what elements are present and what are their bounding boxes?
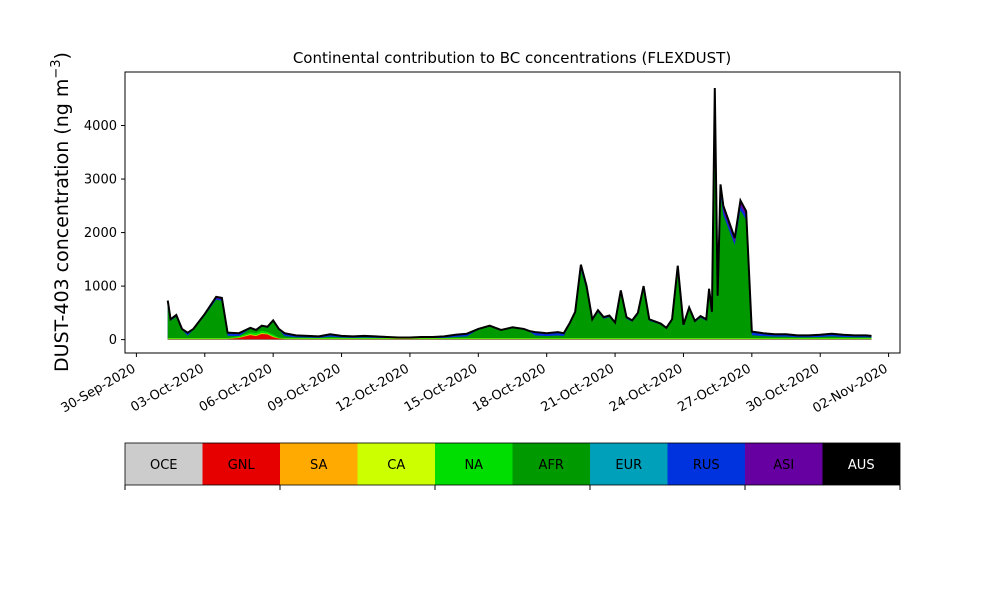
legend-label-gnl: GNL — [228, 458, 256, 473]
y-axis-label-close: ) — [51, 52, 73, 59]
legend-swatch-aus — [822, 443, 900, 485]
series-area-rus — [167, 98, 872, 340]
series-line-total — [166, 88, 872, 339]
legend-swatch-rus — [667, 443, 745, 485]
legend-swatch-gnl — [202, 443, 280, 485]
y-tick-label: 4000 — [84, 119, 117, 134]
legend-swatch-eur — [590, 443, 668, 485]
series-area-gnl — [167, 333, 872, 340]
y-tick-label: 1000 — [84, 280, 117, 295]
y-axis-label: DUST-403 concentration (ng m−3) — [49, 52, 73, 372]
x-tick-label: 06-Oct-2020 — [197, 361, 275, 415]
y-axis-label-main: DUST-403 concentration (ng m — [51, 79, 73, 372]
x-tick-label: 30-Oct-2020 — [744, 361, 822, 415]
legend-swatch-asi — [745, 443, 823, 485]
legend-swatch-na — [435, 443, 513, 485]
x-tick-label: 15-Oct-2020 — [402, 361, 480, 415]
series-layer — [166, 88, 872, 340]
plot-frame — [124, 71, 901, 354]
legend-swatch-oce — [125, 443, 203, 485]
x-tick-label: 09-Oct-2020 — [265, 361, 343, 415]
legend-label-sa: SA — [310, 458, 327, 473]
x-tick-label: 03-Oct-2020 — [128, 361, 206, 415]
legend-label-na: NA — [464, 458, 483, 473]
legend-label-afr: AFR — [539, 458, 564, 473]
legend-swatch-afr — [512, 443, 590, 485]
y-axis-label-sup: −3 — [49, 59, 64, 78]
y-tick-label: 0 — [109, 333, 117, 348]
legend-label-asi: ASI — [773, 458, 794, 473]
series-area-asi — [167, 88, 872, 340]
legend-swatch-sa — [280, 443, 358, 485]
y-tick-label: 3000 — [84, 173, 117, 188]
legend-bar: OCE GNL SA CA NA AFR EUR RUS ASI AUS — [124, 442, 901, 490]
legend-label-oce: OCE — [150, 458, 178, 473]
ticks-layer: 0100020003000400030-Sep-202003-Oct-20200… — [59, 119, 891, 416]
x-tick-label: 02-Nov-2020 — [810, 361, 890, 416]
series-area-afr — [167, 105, 872, 340]
x-tick-label: 12-Oct-2020 — [334, 361, 412, 415]
legend-label-eur: EUR — [615, 458, 642, 473]
legend-label-aus: AUS — [848, 458, 875, 473]
legend-swatch-ca — [357, 443, 435, 485]
x-tick-label: 27-Oct-2020 — [675, 361, 753, 415]
legend-frame — [124, 442, 901, 486]
chart-title: Continental contribution to BC concentra… — [293, 49, 731, 67]
x-tick-label: 24-Oct-2020 — [607, 361, 685, 415]
x-tick-label: 18-Oct-2020 — [470, 361, 548, 415]
legend-label-rus: RUS — [693, 458, 720, 473]
y-tick-label: 2000 — [84, 226, 117, 241]
x-tick-label: 21-Oct-2020 — [539, 361, 617, 415]
legend-label-ca: CA — [387, 458, 405, 473]
